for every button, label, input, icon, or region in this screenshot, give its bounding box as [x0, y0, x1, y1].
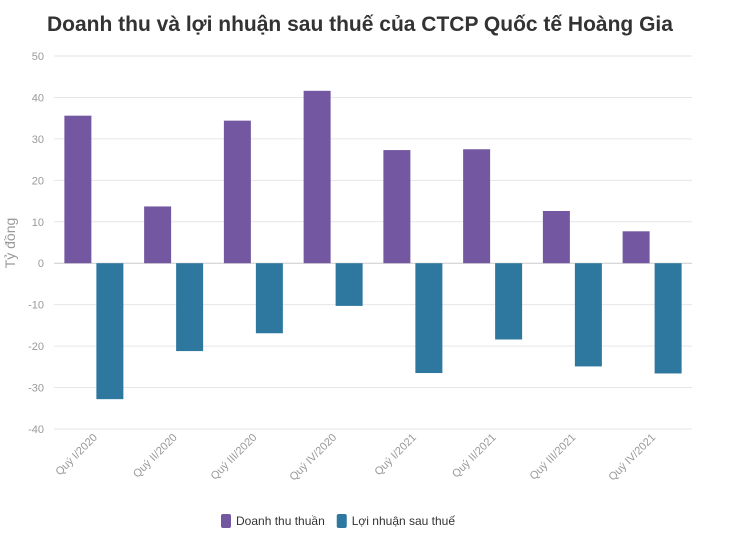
x-axis: Quý I/2020 Quý II/2020 Quý III/2020 Quý IV/…: [53, 432, 658, 484]
y-tick-label: 40: [32, 92, 44, 104]
bar-revenue[interactable]: [622, 231, 650, 264]
y-axis-label: Tỷ đồng: [2, 218, 18, 269]
legend-swatch-profit[interactable]: [336, 514, 347, 528]
chart-title: Doanh thu và lợi nhuận sau thuế của CTCP…: [47, 13, 673, 36]
bar-profit[interactable]: [495, 263, 523, 340]
bar-revenue[interactable]: [223, 120, 251, 264]
y-axis: 50 40 30 20 10 0 -10 -20 -30 -40: [28, 51, 44, 436]
legend-label-revenue[interactable]: Doanh thu thuần: [236, 514, 325, 528]
bar-profit[interactable]: [255, 263, 283, 334]
x-tick-label: Quý III/2020: [209, 432, 260, 483]
x-tick-label: Quý IV/2021: [607, 432, 659, 484]
x-tick-label: Quý I/2021: [372, 432, 419, 479]
legend: Doanh thu thuần Lợi nhuận sau thuế: [221, 514, 455, 528]
bar-revenue[interactable]: [303, 90, 331, 264]
legend-swatch-revenue[interactable]: [221, 514, 231, 528]
y-tick-label: 0: [38, 258, 44, 270]
y-tick-label: 20: [32, 175, 44, 187]
x-tick-label: Quý III/2021: [528, 432, 579, 483]
bar-revenue[interactable]: [144, 206, 172, 264]
bar-revenue[interactable]: [542, 211, 570, 264]
bar-profit[interactable]: [654, 263, 682, 374]
bar-revenue[interactable]: [64, 115, 92, 264]
bar-profit[interactable]: [574, 263, 602, 367]
bar-profit[interactable]: [415, 263, 443, 374]
x-tick-label: Quý IV/2020: [288, 432, 340, 484]
y-tick-label: -40: [28, 424, 44, 436]
bar-profit[interactable]: [96, 263, 124, 400]
y-tick-label: -10: [28, 300, 44, 312]
y-tick-label: 10: [32, 217, 44, 229]
x-tick-label: Quý II/2020: [131, 432, 180, 481]
bar-profit[interactable]: [176, 263, 204, 352]
legend-label-profit[interactable]: Lợi nhuận sau thuế: [352, 514, 456, 528]
y-tick-label: -30: [28, 383, 44, 395]
x-tick-label: Quý II/2021: [450, 432, 499, 481]
bar-profit[interactable]: [335, 263, 363, 306]
y-tick-label: 50: [32, 51, 44, 63]
bar-revenue[interactable]: [383, 150, 411, 264]
bar-revenue[interactable]: [463, 149, 491, 264]
x-tick-label: Quý I/2020: [53, 432, 100, 479]
bars: [64, 90, 682, 400]
y-tick-label: 30: [32, 134, 44, 146]
y-tick-label: -20: [28, 341, 44, 353]
